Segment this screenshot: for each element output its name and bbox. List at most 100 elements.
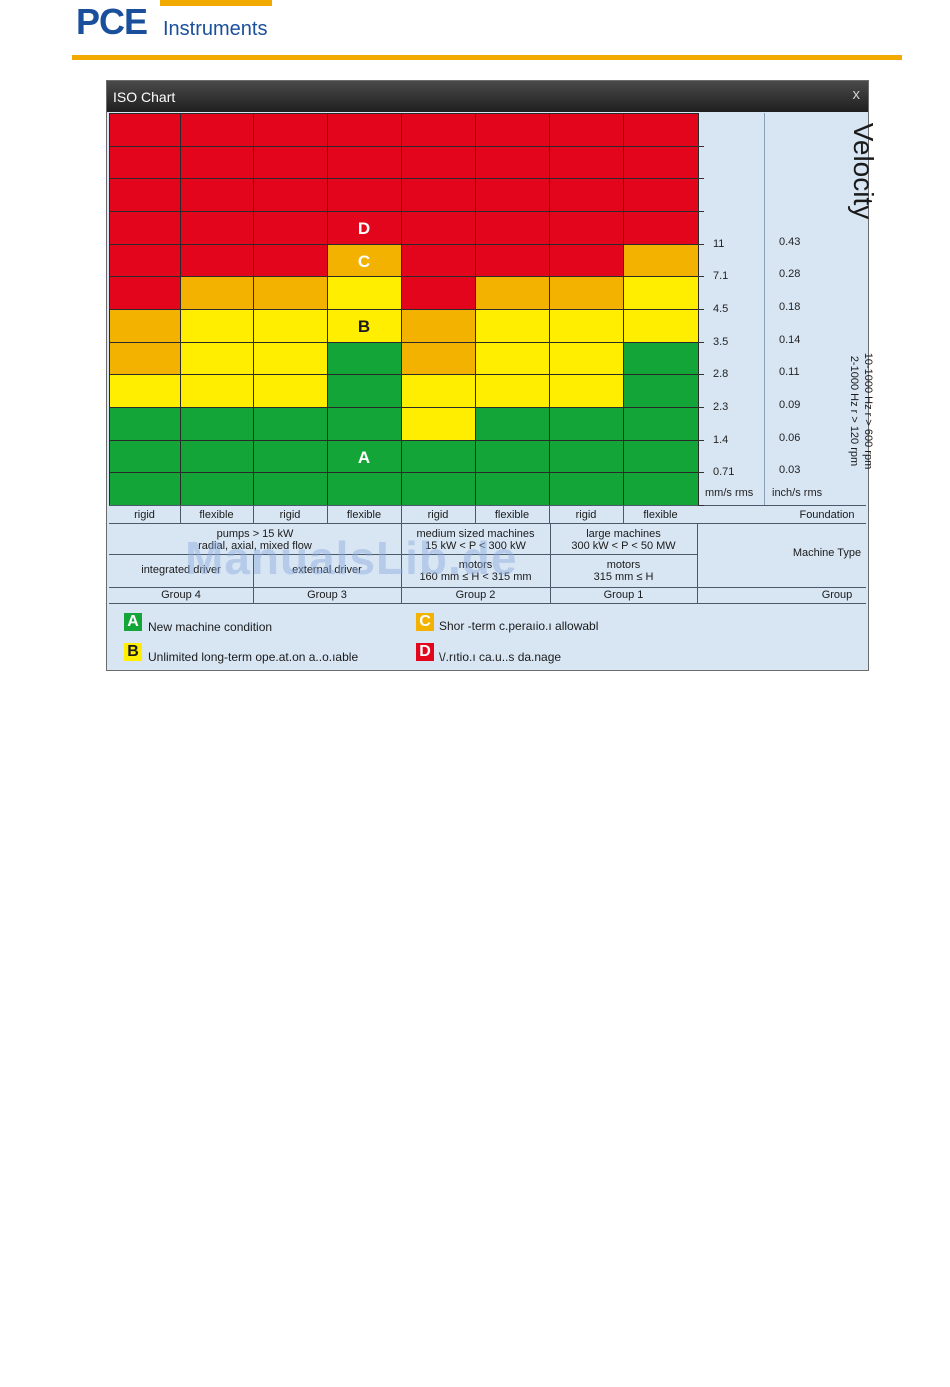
- grid-cell-zone-d: [180, 211, 254, 245]
- foundation-rigid: rigid: [134, 509, 155, 521]
- zone-label-c: C: [357, 252, 371, 271]
- scale-tick: [698, 374, 704, 376]
- severity-grid: [109, 113, 699, 507]
- grid-cell-zone-d: [109, 178, 181, 212]
- grid-cell-zone-a: [623, 472, 699, 507]
- scale-tick: [698, 341, 704, 343]
- table-divider: [697, 523, 698, 603]
- grid-cell-zone-a: [475, 472, 550, 507]
- grid-cell-zone-b: [623, 309, 699, 343]
- foundation-flexible: flexible: [199, 509, 234, 521]
- scale-tick: [698, 178, 704, 180]
- foundation-flexible: flexible: [346, 509, 382, 521]
- scale-tick: [698, 439, 704, 441]
- grid-cell-zone-a: [401, 439, 476, 474]
- scale-tick: [698, 505, 704, 507]
- grid-cell-zone-d: [253, 145, 328, 180]
- grid-cell-zone-d: [109, 243, 181, 278]
- table-rule: [109, 505, 866, 506]
- machine-type-g34-line2: radial, axial, mixed flow: [198, 540, 312, 552]
- grid-cell-zone-b: [475, 341, 550, 376]
- grid-cell-zone-a: [549, 439, 624, 474]
- window-titlebar: ISO Chart x: [107, 81, 868, 112]
- grid-cell-zone-a: [623, 341, 699, 376]
- velocity-title: Velocity: [848, 122, 879, 220]
- mm-value: 4.5: [713, 303, 729, 316]
- foundation-label: Foundation: [799, 509, 855, 521]
- grid-cell-zone-d: [253, 243, 328, 278]
- grid-cell-zone-c: [180, 276, 254, 310]
- foundation-flexible: flexible: [494, 509, 530, 521]
- grid-cell-zone-a: [549, 407, 624, 441]
- grid-cell-zone-d: [549, 145, 624, 180]
- driver-g3: external driver: [292, 564, 362, 576]
- legend-d-badge: D: [416, 643, 434, 661]
- grid-cell-zone-d: [401, 113, 476, 147]
- grid-cell-zone-d: [549, 243, 624, 278]
- grid-cell-zone-d: [109, 276, 181, 310]
- grid-cell-zone-b: [109, 374, 181, 409]
- grid-cell-zone-d: [475, 113, 550, 147]
- table-divider: [253, 554, 254, 603]
- grid-cell-zone-a: [253, 407, 328, 441]
- close-icon[interactable]: x: [852, 86, 861, 103]
- grid-cell-zone-d: [327, 113, 402, 147]
- grid-cell-zone-a: [623, 407, 699, 441]
- grid-cell-zone-d: [475, 145, 550, 180]
- mm-value: 3.5: [713, 335, 729, 348]
- grid-cell-zone-d: [623, 145, 699, 180]
- inch-value: 0.03: [779, 464, 801, 477]
- grid-cell-zone-d: [475, 211, 550, 245]
- grid-cell-zone-a: [549, 472, 624, 507]
- grid-cell-zone-d: [327, 178, 402, 212]
- grid-cell-zone-d: [109, 113, 181, 147]
- machine-type-label: Machine Type: [792, 547, 862, 559]
- logo-instruments: Instruments: [163, 18, 268, 40]
- machine-type-g1-line1: large machines: [586, 528, 661, 540]
- logo-accent-bar: [160, 0, 272, 6]
- group-label: Group: [821, 589, 853, 601]
- mm-value: 2.3: [713, 401, 729, 414]
- table-divider: [549, 505, 550, 523]
- inch-value: 0.06: [779, 431, 801, 444]
- grid-cell-zone-c: [401, 309, 476, 343]
- frequency-line-2: 2-1000 Hz r > 120 rpm: [848, 355, 860, 467]
- machine-type-g34-line1: pumps > 15 kW: [216, 528, 294, 540]
- group-4: Group 4: [161, 589, 201, 601]
- machine-type-g2-line1: medium sized machines: [416, 528, 535, 540]
- grid-cell-zone-a: [623, 439, 699, 474]
- machine-type-g2-line2: 15 kW < P < 300 kW: [425, 540, 526, 552]
- table-rule: [109, 523, 866, 524]
- window-title: ISO Chart: [113, 89, 176, 105]
- mm-value: 0.71: [713, 466, 735, 479]
- header-rule: [72, 55, 902, 60]
- grid-cell-zone-b: [180, 374, 254, 409]
- grid-cell-zone-a: [253, 439, 328, 474]
- grid-cell-zone-c: [623, 243, 699, 278]
- grid-cell-zone-d: [623, 178, 699, 212]
- grid-cell-zone-b: [401, 374, 476, 409]
- scale-tick: [698, 145, 704, 147]
- scale-tick: [698, 243, 704, 245]
- grid-cell-zone-c: [401, 341, 476, 376]
- grid-cell-zone-d: [327, 145, 402, 180]
- scale-separator: [764, 113, 765, 505]
- grid-cell-zone-d: [253, 113, 328, 147]
- grid-cell-zone-a: [327, 374, 402, 409]
- grid-cell-zone-a: [109, 407, 181, 441]
- grid-cell-zone-d: [401, 145, 476, 180]
- scale-tick: [698, 276, 704, 278]
- driver-g1-line1: motors: [606, 559, 641, 571]
- grid-cell-zone-d: [180, 178, 254, 212]
- grid-cell-zone-b: [549, 309, 624, 343]
- table-rule: [109, 554, 698, 555]
- iso-chart-window: ISO Chart x D C B A mm/s rms inch/s rms …: [106, 80, 879, 671]
- grid-cell-zone-d: [253, 211, 328, 245]
- grid-cell-zone-a: [180, 407, 254, 441]
- grid-cell-zone-a: [109, 472, 181, 507]
- grid-cell-zone-a: [253, 472, 328, 507]
- grid-cell-zone-d: [180, 113, 254, 147]
- grid-cell-zone-d: [401, 178, 476, 212]
- mm-value: 2.8: [713, 368, 729, 381]
- zone-label-b: B: [357, 317, 371, 336]
